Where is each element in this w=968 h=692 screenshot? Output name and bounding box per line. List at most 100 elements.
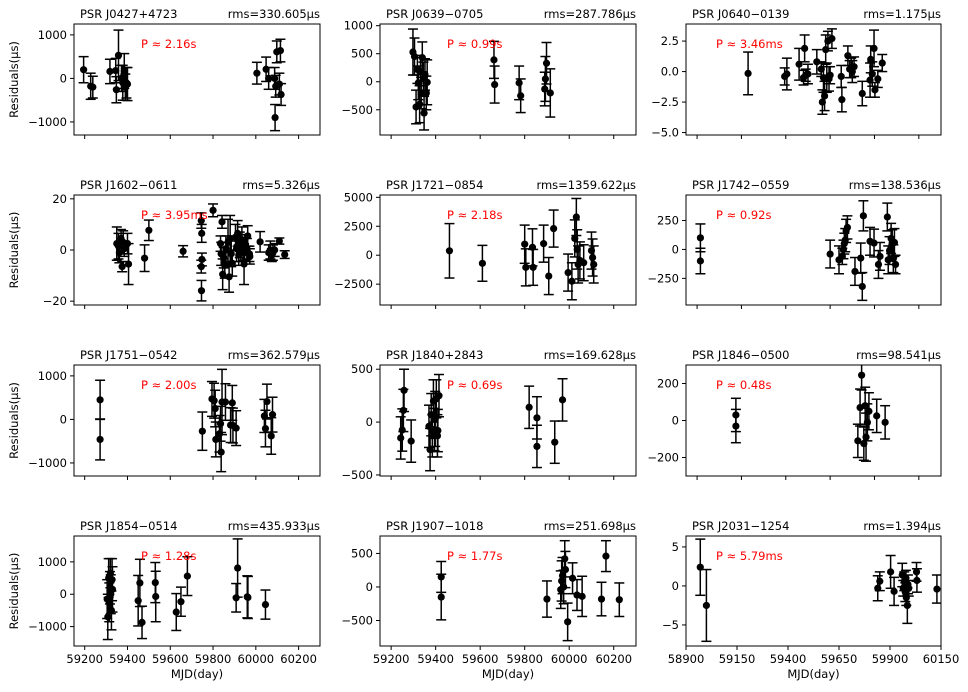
data-point bbox=[208, 203, 219, 218]
panel-4: PSR J1602−0611 rms=5.326μs P ≈ 3.95ms −20 0 2… bbox=[7, 178, 321, 309]
marker bbox=[198, 255, 206, 264]
marker bbox=[590, 260, 598, 269]
data-point bbox=[802, 63, 813, 85]
data-point bbox=[95, 379, 106, 421]
rms-label: rms=1.175μs bbox=[863, 7, 941, 21]
x-tick-label: 59650 bbox=[821, 652, 858, 666]
marker bbox=[267, 432, 275, 440]
data-point bbox=[274, 237, 285, 245]
marker bbox=[783, 70, 791, 78]
data-series bbox=[78, 29, 287, 132]
marker bbox=[828, 35, 836, 43]
marker bbox=[265, 74, 273, 83]
data-point bbox=[730, 408, 741, 444]
marker bbox=[120, 245, 128, 253]
data-point bbox=[849, 256, 860, 287]
panel-title: PSR J0427+4723 bbox=[80, 7, 177, 21]
data-point bbox=[543, 256, 554, 296]
panel-11: PSR J1907−1018 rms=251.698μs P ≈ 1.77s 5920… bbox=[341, 519, 637, 681]
data-point bbox=[541, 41, 552, 85]
data-point bbox=[531, 424, 542, 469]
marker bbox=[744, 69, 752, 78]
data-point bbox=[889, 227, 900, 258]
data-series bbox=[111, 203, 290, 302]
data-series bbox=[395, 368, 568, 472]
marker bbox=[261, 600, 270, 609]
x-tick-label: 60000 bbox=[551, 652, 588, 666]
panel-title: PSR J0639−0705 bbox=[386, 7, 483, 21]
marker bbox=[422, 89, 430, 97]
rms-label: rms=287.786μs bbox=[544, 7, 636, 21]
data-series bbox=[407, 28, 556, 131]
y-tick-label: 1000 bbox=[38, 28, 67, 42]
marker bbox=[878, 59, 886, 67]
marker bbox=[525, 403, 533, 411]
marker bbox=[246, 252, 254, 260]
marker bbox=[905, 584, 913, 592]
rms-label: rms=435.933μs bbox=[228, 519, 320, 533]
data-point bbox=[695, 247, 706, 275]
marker bbox=[210, 397, 218, 405]
data-point bbox=[548, 209, 559, 248]
axes-frame bbox=[685, 194, 942, 306]
marker bbox=[837, 72, 845, 81]
data-point bbox=[489, 65, 500, 104]
data-point bbox=[261, 383, 272, 420]
marker bbox=[197, 263, 205, 271]
data-point bbox=[889, 576, 900, 607]
panel-title: PSR J1846−0500 bbox=[692, 348, 789, 362]
y-tick-label: −250 bbox=[647, 271, 679, 285]
data-point bbox=[150, 570, 161, 623]
y-tick-label: 200 bbox=[657, 377, 679, 391]
marker bbox=[445, 247, 454, 255]
marker bbox=[515, 79, 523, 87]
marker bbox=[732, 422, 740, 430]
marker bbox=[107, 606, 116, 615]
data-point bbox=[276, 82, 287, 107]
data-point bbox=[882, 202, 893, 232]
y-tick-label: 0 bbox=[366, 580, 373, 594]
marker bbox=[179, 247, 187, 255]
marker bbox=[543, 595, 551, 603]
panel-12: PSR J2031−1254 rms=1.394μs P ≈ 5.79ms 58900… bbox=[662, 519, 959, 681]
panel-title: PSR J2031−1254 bbox=[692, 519, 789, 533]
x-tick-label: 59800 bbox=[195, 652, 232, 666]
data-point bbox=[826, 28, 837, 50]
marker bbox=[826, 71, 834, 79]
data-series bbox=[743, 28, 888, 116]
rms-label: rms=251.698μs bbox=[544, 519, 636, 533]
period-annotation: P ≈ 5.79ms bbox=[716, 549, 783, 563]
data-point bbox=[781, 57, 792, 91]
data-point bbox=[197, 411, 208, 452]
panel-1: PSR J0427+4723 rms=330.605μs P ≈ 2.16s −100… bbox=[7, 7, 321, 139]
data-point bbox=[524, 385, 535, 430]
marker bbox=[490, 56, 498, 64]
marker bbox=[580, 259, 588, 267]
rms-label: rms=1.394μs bbox=[863, 519, 941, 533]
y-tick-label: 0 bbox=[672, 579, 679, 593]
x-axis-label: MJD(day) bbox=[171, 667, 223, 681]
data-point bbox=[399, 368, 410, 413]
data-point bbox=[422, 59, 433, 106]
data-point bbox=[701, 568, 712, 643]
marker bbox=[891, 260, 900, 269]
period-annotation: P ≈ 2.18s bbox=[447, 208, 502, 222]
x-tick-label: 59400 bbox=[417, 652, 454, 666]
data-point bbox=[196, 223, 207, 244]
marker bbox=[253, 69, 261, 77]
marker bbox=[271, 113, 279, 122]
marker bbox=[491, 80, 499, 89]
marker bbox=[801, 44, 809, 52]
marker bbox=[533, 442, 541, 450]
marker bbox=[854, 437, 862, 445]
marker bbox=[876, 252, 884, 260]
marker bbox=[217, 448, 225, 456]
y-tick-label: −2500 bbox=[334, 277, 373, 291]
y-tick-label: 5000 bbox=[344, 190, 373, 204]
marker bbox=[870, 239, 878, 247]
marker bbox=[80, 66, 88, 74]
marker bbox=[859, 212, 867, 220]
data-point bbox=[406, 419, 417, 464]
y-tick-label: 2500 bbox=[344, 219, 373, 233]
marker bbox=[874, 75, 882, 83]
